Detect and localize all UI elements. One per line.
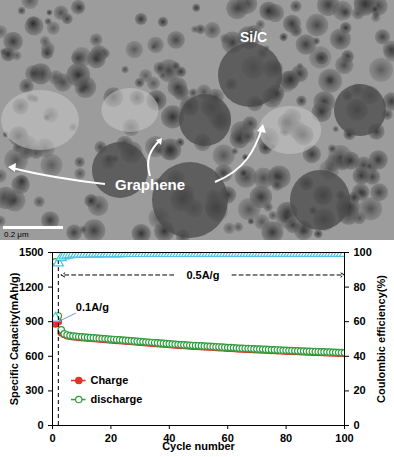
svg-text:900: 900 (25, 315, 43, 327)
svg-text:1500: 1500 (19, 246, 43, 258)
svg-text:40: 40 (354, 350, 366, 362)
svg-text:Charge: Charge (90, 374, 128, 386)
svg-text:0: 0 (37, 419, 43, 431)
svg-text:Graphene: Graphene (115, 176, 185, 193)
svg-text:0.5A/g: 0.5A/g (186, 269, 219, 281)
svg-text:20: 20 (105, 432, 117, 444)
svg-text:1200: 1200 (19, 281, 43, 293)
svg-text:60: 60 (354, 315, 366, 327)
svg-text:60: 60 (221, 432, 234, 445)
svg-text:100: 100 (354, 246, 372, 258)
svg-text:Cycle number: Cycle number (162, 440, 235, 452)
svg-text:0: 0 (354, 419, 360, 431)
svg-text:80: 80 (354, 281, 366, 293)
svg-text:80: 80 (280, 432, 292, 444)
svg-text:Si/C: Si/C (240, 29, 267, 45)
svg-text:100: 100 (335, 432, 353, 444)
svg-text:discharge: discharge (90, 393, 142, 405)
svg-text:40: 40 (163, 432, 176, 445)
svg-text:300: 300 (25, 384, 43, 396)
svg-text:Coulombic efficiency(%): Coulombic efficiency(%) (375, 275, 387, 403)
svg-text:0.1A/g: 0.1A/g (76, 301, 109, 313)
svg-text:600: 600 (25, 350, 43, 362)
svg-text:0.2 μm: 0.2 μm (4, 230, 29, 239)
svg-text:20: 20 (354, 384, 366, 396)
svg-text:0: 0 (49, 432, 55, 444)
svg-text:Specific Capacity(mAh/g): Specific Capacity(mAh/g) (8, 272, 20, 405)
